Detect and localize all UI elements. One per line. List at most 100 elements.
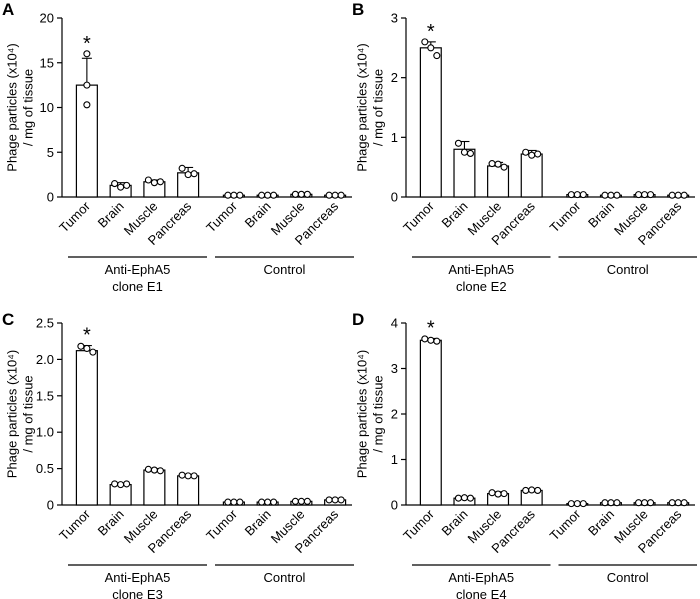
data-point bbox=[190, 472, 198, 480]
data-point bbox=[674, 191, 682, 199]
y-tick-label: 1.0 bbox=[36, 425, 54, 440]
bar-muscle-control bbox=[290, 497, 313, 506]
data-point bbox=[264, 498, 272, 506]
y-tick-label: 1 bbox=[391, 452, 398, 467]
data-point bbox=[494, 490, 502, 498]
y-axis-label-line2: / mg of tissue bbox=[370, 375, 385, 452]
bar-brain-antibody bbox=[453, 139, 476, 198]
y-tick-label: 1 bbox=[391, 130, 398, 145]
bar-pancreas-control bbox=[324, 191, 347, 199]
y-tick-label: 0 bbox=[391, 498, 398, 513]
y-tick-label: 20 bbox=[40, 11, 54, 26]
data-point bbox=[534, 150, 542, 158]
category-label: Tumor bbox=[547, 506, 584, 543]
data-point bbox=[567, 191, 575, 199]
y-tick-label: 10 bbox=[40, 100, 54, 115]
data-point bbox=[236, 191, 244, 199]
y-tick-label: 3 bbox=[391, 11, 398, 26]
category-label: Tumor bbox=[56, 198, 93, 235]
data-point bbox=[325, 191, 333, 199]
panel-c: C Phage particles (x10⁴) / mg of tissue 0 0.… bbox=[2, 310, 354, 599]
data-point bbox=[573, 191, 581, 199]
category-label: Tumor bbox=[203, 198, 240, 235]
y-axis-label-line1: Phage particles (x10⁴) bbox=[4, 350, 19, 478]
data-point bbox=[337, 496, 345, 504]
panel-letter: A bbox=[2, 0, 14, 19]
group-label-line1: Anti-EphA5 bbox=[448, 262, 514, 277]
bar-muscle-control bbox=[633, 191, 656, 199]
data-point bbox=[528, 151, 536, 159]
y-tick-label: 5 bbox=[47, 145, 54, 160]
group-label-line1: Control bbox=[607, 262, 649, 277]
data-point bbox=[258, 191, 266, 199]
data-point bbox=[607, 191, 615, 199]
bar-brain-antibody bbox=[453, 494, 476, 506]
bar bbox=[177, 475, 200, 506]
y-axis-label-line2: / mg of tissue bbox=[20, 69, 35, 146]
data-point bbox=[528, 486, 536, 494]
y-tick-label: 0 bbox=[391, 190, 398, 205]
data-point bbox=[567, 500, 575, 508]
data-point bbox=[647, 191, 655, 199]
bar-brain-control bbox=[599, 499, 622, 507]
data-point bbox=[230, 498, 238, 506]
y-tick-label: 0 bbox=[47, 498, 54, 513]
data-point bbox=[123, 181, 131, 189]
data-point bbox=[466, 494, 474, 502]
bar-brain-antibody bbox=[109, 480, 132, 506]
data-point bbox=[83, 50, 91, 58]
category-label: Tumor bbox=[400, 198, 437, 235]
y-tick-label: 1.5 bbox=[36, 388, 54, 403]
category-label: Tumor bbox=[547, 198, 584, 235]
data-point bbox=[641, 499, 649, 507]
y-tick-label: 3 bbox=[391, 361, 398, 376]
y-axis-label-line2: / mg of tissue bbox=[20, 375, 35, 452]
data-point bbox=[264, 191, 272, 199]
bar-brain-control bbox=[256, 191, 279, 199]
data-point bbox=[433, 52, 441, 60]
data-point bbox=[144, 465, 152, 473]
data-point bbox=[522, 148, 530, 156]
bar-pancreas-control bbox=[667, 499, 690, 507]
data-point bbox=[291, 190, 299, 198]
bar-brain-control bbox=[599, 191, 622, 199]
significance-marker: * bbox=[83, 325, 91, 347]
bar-brain-antibody bbox=[109, 180, 132, 198]
bar-muscle-antibody bbox=[487, 160, 510, 198]
data-point bbox=[668, 499, 676, 507]
y-axis-label-line1: Phage particles (x10⁴) bbox=[4, 43, 19, 171]
group-label-line2: clone E3 bbox=[112, 587, 163, 599]
panel-letter: B bbox=[352, 0, 364, 19]
bar-pancreas-antibody bbox=[177, 471, 200, 506]
panel-b: B Phage particles (x10⁴) / mg of tissue 0 1 2… bbox=[352, 0, 697, 294]
data-point bbox=[579, 191, 587, 199]
data-point bbox=[111, 180, 119, 188]
group-label-line2: clone E2 bbox=[456, 279, 507, 294]
data-point bbox=[607, 499, 615, 507]
data-point bbox=[680, 499, 688, 507]
bar-muscle-antibody bbox=[143, 465, 166, 506]
data-point bbox=[77, 342, 85, 350]
data-point bbox=[230, 191, 238, 199]
data-point bbox=[331, 191, 339, 199]
data-point bbox=[573, 500, 581, 508]
group-label-line1: Control bbox=[607, 570, 649, 585]
data-point bbox=[500, 163, 508, 171]
data-point bbox=[454, 494, 462, 502]
bar bbox=[419, 47, 442, 198]
data-point bbox=[144, 176, 152, 184]
data-point bbox=[488, 160, 496, 168]
data-point bbox=[270, 191, 278, 199]
category-label: Tumor bbox=[203, 506, 240, 543]
y-tick-label: 2 bbox=[391, 407, 398, 422]
bar-brain-control bbox=[256, 498, 279, 506]
data-point bbox=[297, 497, 305, 505]
bar-pancreas-control bbox=[667, 191, 690, 199]
data-point bbox=[224, 498, 232, 506]
data-point bbox=[337, 191, 345, 199]
data-point bbox=[178, 471, 186, 479]
y-tick-label: 2 bbox=[391, 70, 398, 85]
data-point bbox=[647, 499, 655, 507]
data-point bbox=[331, 496, 339, 504]
